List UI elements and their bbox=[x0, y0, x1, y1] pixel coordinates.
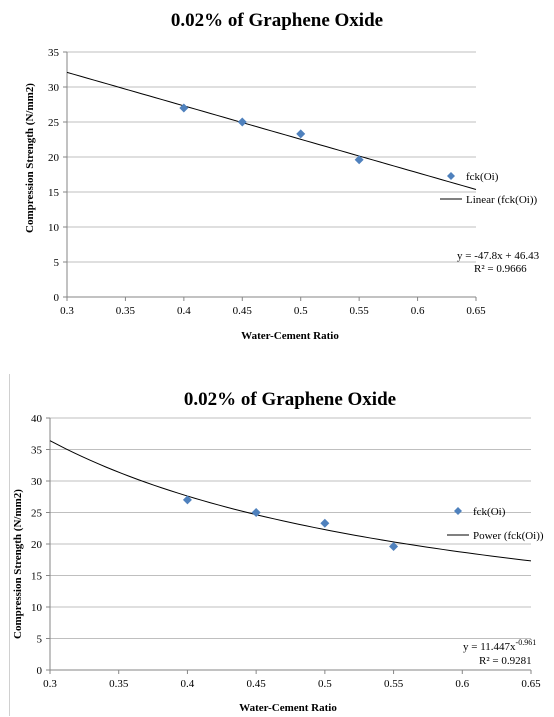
x-tick-label: 0.5 bbox=[318, 678, 332, 690]
trendlines bbox=[49, 440, 532, 562]
data-point bbox=[251, 508, 261, 517]
x-tick-label: 0.3 bbox=[60, 305, 74, 317]
x-tick-label: 0.4 bbox=[181, 678, 195, 690]
legend-label-series: fck(Oi) bbox=[466, 171, 499, 183]
data-points bbox=[179, 103, 364, 165]
legend: fck(Oi) Power (fck(Oi)) bbox=[447, 506, 544, 542]
x-axis-label: Water-Cement Ratio bbox=[239, 702, 337, 714]
equation-text: y = -47.8x + 46.43 bbox=[457, 250, 540, 262]
data-point bbox=[389, 542, 399, 552]
linear-chart: 0.02% of Graphene Oxide Compression Stre… bbox=[24, 10, 540, 342]
data-point bbox=[237, 117, 247, 127]
chart-title: 0.02% of Graphene Oxide bbox=[171, 10, 383, 31]
x-tick-label: 0.55 bbox=[384, 678, 404, 690]
data-point bbox=[182, 495, 192, 505]
trend-equation: y = 11.447x-0.961 R² = 0.9281 bbox=[463, 638, 536, 667]
y-tick-label: 0 bbox=[54, 292, 60, 304]
y-tick-label: 10 bbox=[31, 602, 43, 614]
x-tick-label: 0.3 bbox=[43, 678, 57, 690]
r-squared-text: R² = 0.9666 bbox=[474, 263, 527, 275]
chart-divider bbox=[9, 374, 10, 716]
y-tick-label: 5 bbox=[37, 634, 43, 646]
trendline bbox=[66, 71, 477, 190]
y-tick-label: 25 bbox=[48, 117, 60, 129]
trend-equation: y = -47.8x + 46.43 R² = 0.9666 bbox=[457, 250, 540, 275]
axes bbox=[66, 52, 476, 298]
x-tick-label: 0.65 bbox=[466, 305, 486, 317]
equation-exponent: -0.961 bbox=[516, 638, 537, 647]
x-ticks: 0.3 0.35 0.4 0.45 0.5 0.55 0.6 0.65 bbox=[60, 297, 486, 317]
r-squared-text: R² = 0.9281 bbox=[479, 655, 532, 667]
y-ticks: 0 5 10 15 20 25 30 35 40 bbox=[31, 413, 50, 677]
x-tick-label: 0.6 bbox=[455, 678, 469, 690]
x-tick-label: 0.45 bbox=[247, 678, 267, 690]
trendline bbox=[49, 440, 532, 562]
x-ticks: 0.3 0.35 0.4 0.45 0.5 0.55 0.6 0.65 bbox=[43, 670, 541, 690]
y-tick-label: 35 bbox=[48, 47, 60, 59]
x-tick-label: 0.65 bbox=[521, 678, 541, 690]
x-tick-label: 0.35 bbox=[116, 305, 136, 317]
y-tick-label: 5 bbox=[54, 257, 60, 269]
y-tick-label: 20 bbox=[31, 539, 43, 551]
x-tick-label: 0.6 bbox=[411, 305, 425, 317]
legend: fck(Oi) Linear (fck(Oi)) bbox=[440, 171, 537, 206]
x-axis-label: Water-Cement Ratio bbox=[241, 330, 339, 342]
chart-title: 0.02% of Graphene Oxide bbox=[184, 389, 396, 410]
gridlines bbox=[67, 51, 476, 263]
y-tick-label: 40 bbox=[31, 413, 43, 425]
data-point bbox=[320, 518, 330, 528]
gridlines bbox=[50, 417, 531, 639]
y-tick-label: 25 bbox=[31, 508, 43, 520]
legend-label-series: fck(Oi) bbox=[473, 506, 506, 518]
equation-text: y = 11.447x-0.961 bbox=[463, 638, 536, 653]
data-point bbox=[354, 155, 364, 165]
trendlines bbox=[66, 71, 477, 190]
legend-label-trend: Power (fck(Oi)) bbox=[473, 530, 544, 542]
x-tick-label: 0.45 bbox=[233, 305, 253, 317]
legend-label-trend: Linear (fck(Oi)) bbox=[466, 194, 537, 206]
x-tick-label: 0.5 bbox=[294, 305, 308, 317]
y-axis-label: Compression Strength (N/mm2) bbox=[12, 489, 24, 639]
data-points bbox=[182, 495, 399, 552]
y-axis-label: Compression Strength (N/mm2) bbox=[24, 83, 36, 233]
y-tick-label: 35 bbox=[31, 445, 43, 457]
x-tick-label: 0.35 bbox=[109, 678, 129, 690]
legend-marker bbox=[454, 507, 462, 515]
data-point bbox=[296, 129, 306, 139]
y-ticks: 0 5 10 15 20 25 30 35 bbox=[48, 47, 67, 304]
y-tick-label: 10 bbox=[48, 222, 60, 234]
y-tick-label: 30 bbox=[31, 476, 43, 488]
legend-marker bbox=[447, 172, 455, 180]
x-tick-label: 0.55 bbox=[350, 305, 370, 317]
y-tick-label: 0 bbox=[37, 665, 43, 677]
equation-main: y = 11.447x bbox=[463, 641, 516, 653]
power-chart: 0.02% of Graphene Oxide Compression Stre… bbox=[12, 389, 544, 714]
y-tick-label: 20 bbox=[48, 152, 60, 164]
data-point bbox=[179, 103, 189, 113]
x-tick-label: 0.4 bbox=[177, 305, 191, 317]
y-tick-label: 15 bbox=[48, 187, 60, 199]
y-tick-label: 15 bbox=[31, 571, 43, 583]
y-tick-label: 30 bbox=[48, 82, 60, 94]
